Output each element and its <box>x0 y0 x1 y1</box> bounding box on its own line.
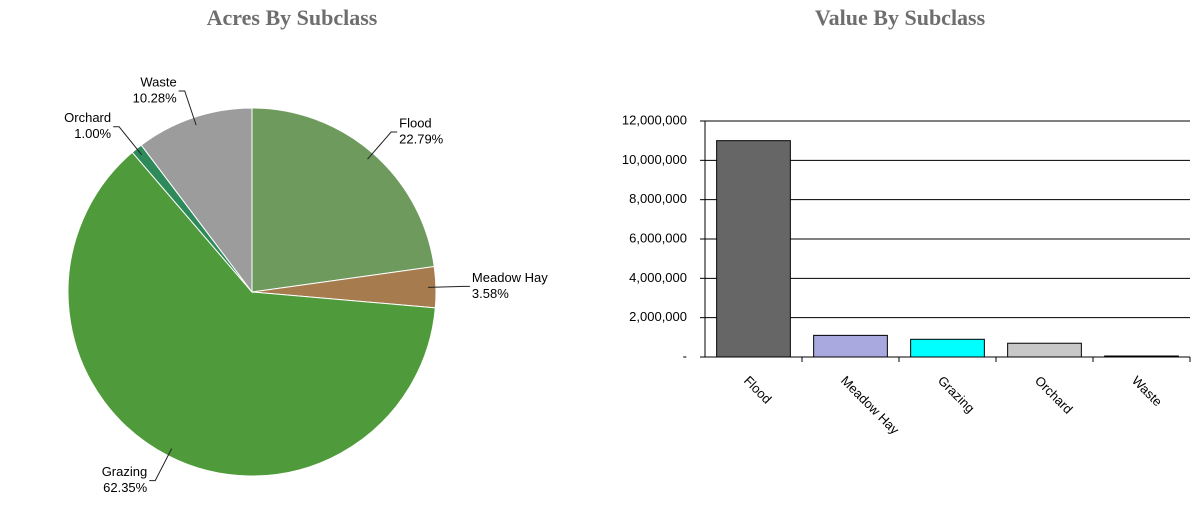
chart: Acres By Subclass Value By Subclass Floo… <box>0 0 1204 512</box>
x-tick-label: Meadow Hay <box>838 373 903 438</box>
bar <box>814 335 888 357</box>
page: Acres By Subclass Value By Subclass Floo… <box>0 0 1204 512</box>
slice-value-label: 22.79% <box>399 131 444 146</box>
slice-value-label: 3.58% <box>472 286 509 301</box>
slice-label: Meadow Hay <box>472 270 548 285</box>
chart-title: Value By Subclass <box>815 5 986 30</box>
x-tick-label: Waste <box>1129 373 1165 409</box>
x-tick-label: Grazing <box>935 373 978 416</box>
slice-value-label: 10.28% <box>133 90 178 105</box>
y-tick-label: 6,000,000 <box>629 230 687 245</box>
y-tick-label: 12,000,000 <box>622 112 687 127</box>
slice-label: Waste <box>140 74 176 89</box>
slice-value-label: 62.35% <box>103 480 148 495</box>
y-tick-label: - <box>683 348 687 363</box>
x-tick-label: Flood <box>741 373 775 407</box>
bar <box>1008 343 1082 357</box>
x-tick-label: Orchard <box>1032 373 1076 417</box>
y-tick-label: 8,000,000 <box>629 191 687 206</box>
slice-label: Flood <box>399 115 432 130</box>
slice-label: Grazing <box>102 464 148 479</box>
y-tick-label: 2,000,000 <box>629 309 687 324</box>
y-tick-label: 10,000,000 <box>622 152 687 167</box>
slice-value-label: 1.00% <box>74 126 111 141</box>
chart-title: Acres By Subclass <box>207 5 378 30</box>
bar <box>911 339 985 357</box>
bar <box>717 141 791 357</box>
y-tick-label: 4,000,000 <box>629 270 687 285</box>
slice-label: Orchard <box>64 110 111 125</box>
